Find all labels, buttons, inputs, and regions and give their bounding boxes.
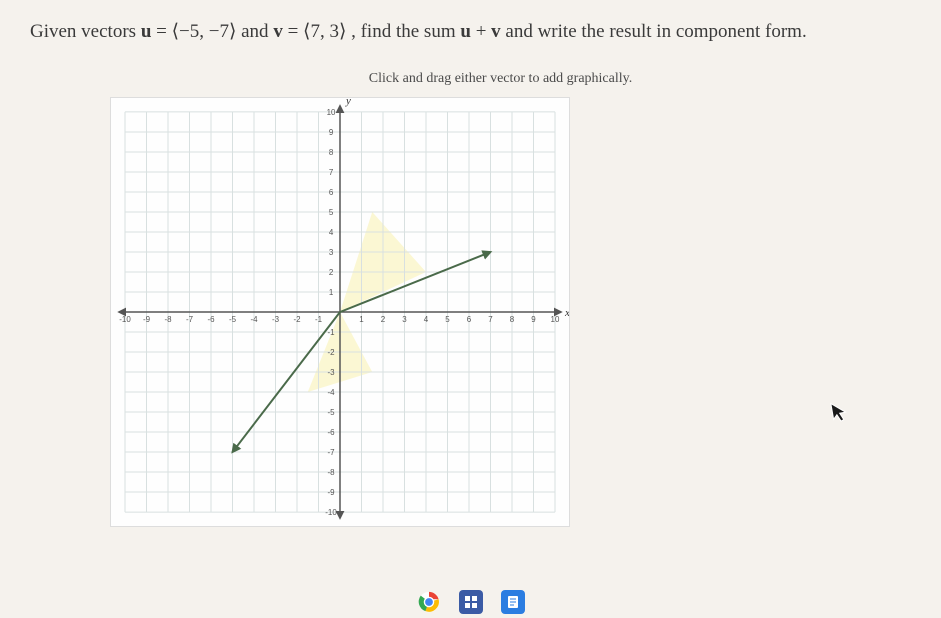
q-prefix: Given vectors: [30, 21, 141, 42]
svg-text:3: 3: [329, 247, 334, 256]
svg-text:4: 4: [424, 314, 429, 323]
svg-text:1: 1: [359, 314, 364, 323]
svg-text:-9: -9: [143, 314, 151, 323]
svg-text:-7: -7: [186, 314, 194, 323]
svg-text:6: 6: [329, 187, 334, 196]
taskbar: [417, 590, 525, 614]
coordinate-graph[interactable]: -10 -9 -8 -7 -6 -5 -4 -3 -2 -1 1 2 3 4 5 6 7 8 9 10 -10 -9 -8 -…: [110, 97, 570, 527]
q-u-sym: u: [141, 21, 152, 42]
svg-text:8: 8: [510, 314, 515, 323]
q-sum-plus: +: [471, 21, 491, 42]
q-eq1: =: [151, 21, 171, 42]
q-v-val: ⟨7, 3⟩: [303, 21, 346, 42]
svg-text:-7: -7: [328, 448, 336, 457]
svg-text:-3: -3: [328, 368, 336, 377]
svg-text:8: 8: [329, 147, 334, 156]
svg-text:6: 6: [467, 314, 472, 323]
svg-text:9: 9: [329, 127, 334, 136]
svg-text:7: 7: [329, 167, 334, 176]
svg-text:-5: -5: [328, 408, 336, 417]
q-sum-u: u: [460, 21, 471, 42]
svg-text:-6: -6: [207, 314, 215, 323]
q-eq2: =: [283, 21, 303, 42]
svg-text:-8: -8: [164, 314, 172, 323]
app-icon-2[interactable]: [459, 590, 483, 614]
svg-text:3: 3: [402, 314, 407, 323]
svg-text:-1: -1: [328, 327, 336, 336]
q-sum-v: v: [491, 21, 501, 42]
app-icon-3[interactable]: [501, 590, 525, 614]
cursor-icon: [829, 398, 854, 431]
svg-text:10: 10: [327, 107, 336, 116]
svg-text:-10: -10: [119, 314, 131, 323]
svg-text:-10: -10: [325, 508, 337, 517]
q-v-sym: v: [273, 21, 283, 42]
q-u-val: ⟨−5, −7⟩: [172, 21, 237, 42]
chrome-icon[interactable]: [417, 590, 441, 614]
svg-text:-2: -2: [328, 347, 336, 356]
svg-text:-3: -3: [272, 314, 280, 323]
svg-text:4: 4: [329, 227, 334, 236]
svg-text:-9: -9: [328, 488, 336, 497]
svg-text:5: 5: [329, 207, 334, 216]
svg-text:-6: -6: [328, 428, 336, 437]
svg-text:-1: -1: [315, 314, 323, 323]
instruction-text: Click and drag either vector to add grap…: [90, 71, 911, 87]
svg-text:2: 2: [381, 314, 386, 323]
graph-container[interactable]: -10 -9 -8 -7 -6 -5 -4 -3 -2 -1 1 2 3 4 5 6 7 8 9 10 -10 -9 -8 -…: [110, 97, 580, 527]
svg-text:10: 10: [551, 314, 560, 323]
svg-text:5: 5: [445, 314, 450, 323]
svg-text:-8: -8: [328, 468, 336, 477]
svg-text:-4: -4: [250, 314, 258, 323]
svg-text:x: x: [564, 306, 570, 318]
q-tail1: , find the sum: [346, 21, 460, 42]
svg-text:2: 2: [329, 267, 334, 276]
q-tail2: and write the result in component form.: [501, 21, 807, 42]
svg-text:y: y: [345, 97, 351, 107]
svg-text:7: 7: [488, 314, 493, 323]
svg-text:-2: -2: [293, 314, 301, 323]
svg-text:-5: -5: [229, 314, 237, 323]
svg-text:1: 1: [329, 287, 334, 296]
svg-text:9: 9: [531, 314, 536, 323]
svg-text:-4: -4: [328, 388, 336, 397]
question-text: Given vectors u = ⟨−5, −7⟩ and v = ⟨7, 3…: [30, 18, 911, 47]
q-mid: and: [236, 21, 273, 42]
